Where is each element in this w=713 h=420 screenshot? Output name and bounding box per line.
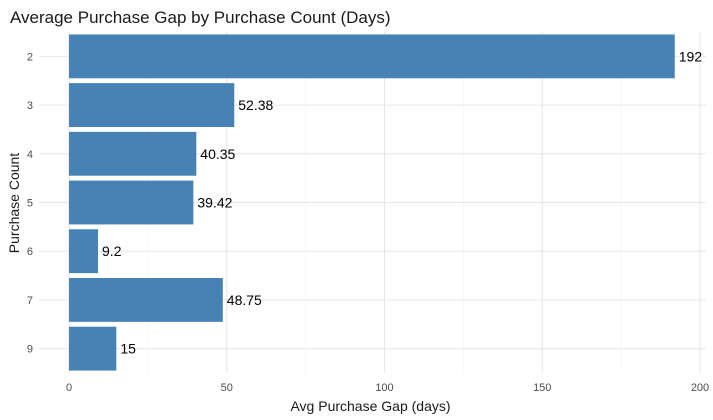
bar-value-label: 39.42 (197, 195, 232, 211)
x-axis-ticks: 0 50 100 150 200 (66, 382, 709, 394)
x-tick-label: 100 (375, 382, 393, 394)
bar (69, 326, 117, 371)
chart-title: Average Purchase Gap by Purchase Count (… (10, 8, 391, 27)
x-axis-title: Avg Purchase Gap (days) (290, 398, 450, 414)
x-tick-label: 150 (533, 382, 551, 394)
y-tick-label: 4 (27, 149, 33, 161)
bar (69, 131, 197, 176)
bar-value-label: 40.35 (200, 146, 235, 162)
y-axis-ticks: 2 3 4 5 6 7 9 (27, 51, 33, 355)
x-tick-label: 200 (691, 382, 709, 394)
y-tick-label: 6 (27, 246, 33, 258)
bar-value-label: 9.2 (102, 243, 122, 259)
x-tick-label: 50 (221, 382, 233, 394)
y-tick-label: 7 (27, 295, 33, 307)
bar (69, 83, 235, 127)
y-tick-label: 9 (27, 344, 33, 356)
bar (69, 229, 99, 274)
bar (69, 180, 194, 225)
bar (69, 34, 675, 79)
value-labels: 192 52.38 40.35 39.42 9.2 48.75 15 (102, 48, 702, 356)
bar-value-label: 48.75 (227, 292, 262, 308)
bars (69, 34, 675, 371)
y-axis-title: Purchase Count (6, 153, 22, 254)
bar-value-label: 52.38 (238, 97, 273, 113)
y-tick-label: 5 (27, 198, 33, 210)
bar-value-label: 192 (679, 48, 703, 64)
bar (69, 278, 223, 322)
y-tick-label: 2 (27, 51, 33, 63)
y-tick-label: 3 (27, 100, 33, 112)
bar-value-label: 15 (120, 341, 136, 357)
x-tick-label: 0 (66, 382, 72, 394)
